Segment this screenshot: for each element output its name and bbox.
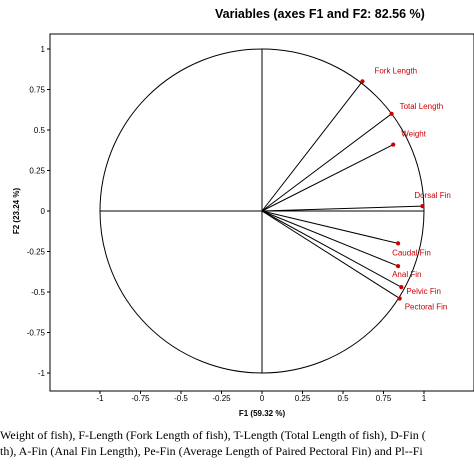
x-tick-label: 1: [422, 394, 427, 403]
variable-label: Total Length: [400, 102, 444, 111]
loading-vector: [261, 144, 394, 212]
y-tick-label: -0.75: [27, 329, 46, 338]
variable-label: Caudal Fin: [392, 248, 431, 257]
x-tick-label: 0.25: [295, 394, 311, 403]
x-tick-label: -0.5: [174, 394, 188, 403]
x-tick-label: -0.75: [131, 394, 150, 403]
x-tick-label: 0.5: [337, 394, 349, 403]
x-tick-label: 0.75: [376, 394, 392, 403]
y-tick-label: 1: [41, 45, 46, 54]
x-tick-label: 0: [260, 394, 265, 403]
variable-label: Fork Length: [374, 66, 417, 75]
variable-label: Pectoral Fin: [405, 302, 448, 311]
variable-label: Anal Fin: [392, 270, 421, 279]
chart-title: Variables (axes F1 and F2: 82.56 %): [215, 7, 425, 21]
x-tick-label: -1: [96, 394, 104, 403]
y-tick-label: -0.5: [31, 288, 45, 297]
loading-vector: [261, 210, 399, 244]
y-tick-label: -1: [38, 369, 46, 378]
loading-point: [399, 285, 404, 290]
y-tick-label: 0: [41, 207, 46, 216]
loading-point: [420, 204, 425, 209]
y-axis-label: F2 (23.24 %): [12, 188, 21, 235]
loading-vector: [261, 210, 400, 299]
variable-label: Weight: [401, 130, 427, 139]
y-tick-label: 0.25: [29, 167, 45, 176]
loading-vector: [261, 210, 399, 267]
loading-vector: [261, 210, 402, 288]
caption-line-2: th), A-Fin (Anal Fin Length), Pe-Fin (Av…: [0, 444, 423, 458]
x-tick-label: -0.25: [212, 394, 231, 403]
y-tick-label: 0.5: [34, 126, 46, 135]
loading-point: [360, 79, 365, 84]
loading-point: [397, 296, 402, 301]
loading-vector: [261, 205, 423, 212]
loading-point: [389, 111, 394, 116]
x-axis-label: F1 (59.32 %): [239, 409, 286, 418]
loading-vector: [261, 81, 363, 212]
caption-line-1: Weight of fish), F-Length (Fork Length o…: [0, 428, 426, 442]
variable-label: Dorsal Fin: [414, 191, 450, 200]
loading-vector: [261, 113, 392, 212]
loading-point: [391, 142, 396, 147]
loading-point: [395, 241, 401, 246]
variable-label: Pelvic Fin: [406, 287, 441, 296]
plot-area: -1 -0.75 -0.5 -0.25 0 0.25 0.5 0.75 1 1 0.75 0.5 0.2…: [27, 45, 451, 403]
y-tick-label: 0.75: [29, 86, 45, 95]
y-tick-label: -0.25: [27, 248, 46, 257]
loading-point: [395, 263, 401, 269]
